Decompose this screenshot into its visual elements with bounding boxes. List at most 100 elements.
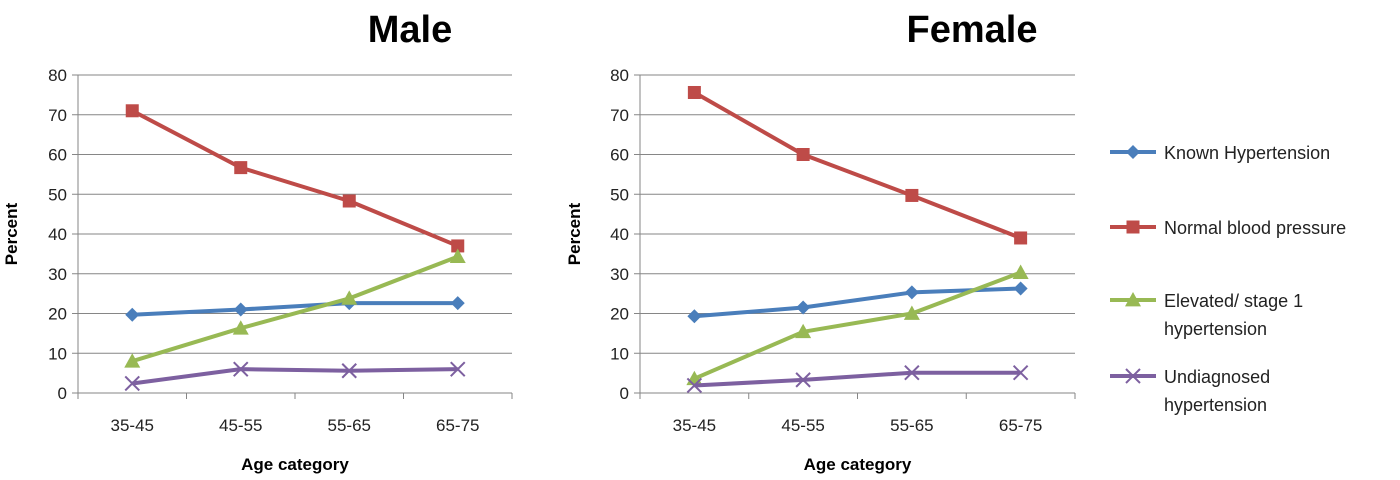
marker-x-stroke	[686, 377, 703, 394]
chart-title: Male	[368, 9, 452, 51]
series-elevated-stage-1-hypertension	[124, 248, 466, 368]
marker-x	[1125, 368, 1141, 384]
x-axis-title: Age category	[804, 455, 912, 474]
series-known-hypertension	[125, 296, 465, 322]
marker-diamond	[687, 309, 702, 324]
legend-item-undiagnosed-hypertension: Undiagnosed hypertension	[1110, 367, 1270, 415]
legend-label: Elevated/ stage 1	[1164, 291, 1303, 311]
marker-triangle	[903, 305, 920, 320]
legend-label: Normal blood pressure	[1164, 218, 1346, 238]
series-elevated-stage-1-hypertension	[686, 264, 1029, 386]
y-tick-label: 70	[48, 106, 67, 125]
series-line	[132, 301, 458, 317]
y-tick-label: 50	[610, 185, 629, 204]
y-tick-label: 10	[48, 344, 67, 363]
marker-x-stroke	[124, 375, 140, 392]
marker-square	[342, 194, 356, 208]
marker-triangle	[232, 320, 249, 335]
series-line	[694, 370, 1021, 388]
y-tick-label: 40	[610, 225, 629, 244]
x-tick-label: 35-45	[673, 416, 716, 435]
marker-x-stroke	[233, 361, 249, 377]
x-axis-title: Age category	[241, 455, 349, 474]
marker-square	[1014, 231, 1028, 245]
series-line	[131, 367, 458, 386]
marker-x	[1012, 365, 1029, 381]
marker-x	[795, 372, 811, 388]
series-normal-blood-pressure	[687, 85, 1028, 245]
chart-title: Female	[907, 9, 1038, 51]
marker-x-stroke	[904, 365, 920, 381]
marker-x-stroke	[795, 372, 811, 388]
marker-triangle	[1125, 292, 1141, 307]
x-tick-label: 55-65	[890, 416, 933, 435]
marker-diamond	[796, 300, 811, 315]
series-normal-blood-pressure	[125, 104, 465, 253]
y-tick-label: 80	[48, 66, 67, 85]
marker-x	[124, 375, 140, 392]
marker-x-stroke	[341, 363, 357, 379]
marker-x-stroke	[1012, 365, 1029, 381]
x-tick-label: 65-75	[999, 416, 1042, 435]
y-tick-label: 70	[610, 106, 629, 125]
marker-x	[904, 365, 920, 381]
marker-triangle	[449, 248, 466, 264]
marker-triangle	[1012, 264, 1029, 279]
legend-label: Known Hypertension	[1164, 143, 1330, 163]
y-tick-label: 80	[610, 66, 629, 85]
y-axis-title: Percent	[565, 202, 584, 265]
marker-x-stroke	[450, 361, 466, 377]
y-axis-title: Percent	[2, 202, 21, 265]
female-chart: 0 10 20 30 40 50 60 70 80 35-45 45-55 55-65 65-75 Fem…	[565, 9, 1076, 474]
marker-square	[1126, 220, 1140, 234]
marker-diamond	[1013, 281, 1028, 296]
y-tick-label: 20	[610, 305, 629, 324]
male-chart: 0 10 20 30 40 50 60 70 80 35-45 45-55 55-65 65-75 Mal…	[2, 9, 513, 474]
series-line	[693, 270, 1022, 381]
y-tick-label: 0	[58, 384, 67, 403]
marker-diamond	[125, 307, 140, 322]
marker-square	[687, 85, 701, 99]
legend-label: hypertension	[1164, 319, 1267, 339]
marker-x	[686, 377, 703, 394]
legend: Known Hypertension Normal blood pressure E…	[1110, 143, 1346, 415]
marker-triangle	[124, 353, 141, 368]
marker-x	[233, 361, 249, 377]
series-line	[131, 109, 459, 248]
x-tick-label: 35-45	[111, 416, 154, 435]
x-tick-label: 45-55	[781, 416, 824, 435]
y-tick-label: 20	[48, 305, 67, 324]
legend-item-elevated-stage-1-hypertension: Elevated/ stage 1 hypertension	[1110, 291, 1303, 339]
y-tick-label: 0	[620, 384, 629, 403]
marker-diamond	[904, 285, 919, 300]
x-tick-label: 45-55	[219, 416, 262, 435]
y-tick-label: 30	[48, 265, 67, 284]
legend-label: hypertension	[1164, 395, 1267, 415]
x-tick-label: 55-65	[328, 416, 371, 435]
marker-diamond	[233, 302, 248, 317]
series-known-hypertension	[687, 281, 1028, 324]
series-undiagnosed-hypertension	[124, 361, 466, 392]
y-tick-label: 60	[610, 146, 629, 165]
y-tick-label: 10	[610, 344, 629, 363]
marker-triangle	[341, 290, 358, 305]
marker-square	[451, 239, 465, 253]
marker-diamond	[1126, 145, 1140, 159]
y-tick-label: 40	[48, 225, 67, 244]
legend-item-normal-blood-pressure: Normal blood pressure	[1110, 218, 1346, 238]
legend-label: Undiagnosed	[1164, 367, 1270, 387]
marker-x	[341, 363, 357, 379]
marker-x-stroke	[1125, 368, 1141, 384]
y-tick-label: 50	[48, 185, 67, 204]
series-undiagnosed-hypertension	[686, 365, 1029, 394]
legend-item-known-hypertension: Known Hypertension	[1110, 143, 1330, 163]
y-tick-label: 30	[610, 265, 629, 284]
y-tick-label: 60	[48, 146, 67, 165]
marker-x	[450, 361, 466, 377]
series-line	[131, 254, 459, 364]
marker-diamond	[450, 296, 465, 311]
marker-triangle	[795, 323, 812, 339]
x-tick-label: 65-75	[436, 416, 479, 435]
marker-square	[125, 104, 139, 118]
